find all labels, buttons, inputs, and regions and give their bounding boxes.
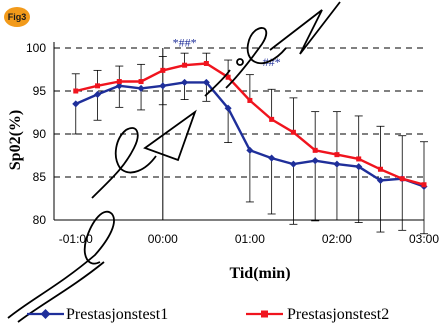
point-s1-9 bbox=[268, 154, 276, 162]
legend: Prestasjonstest1 Prestasjonstest2 bbox=[27, 306, 389, 323]
point-s2-0 bbox=[73, 88, 79, 94]
y-tick-label-85: 85 bbox=[33, 170, 47, 184]
point-s2-9 bbox=[269, 116, 275, 122]
point-s1-0 bbox=[72, 100, 80, 108]
axes bbox=[53, 42, 424, 221]
x-tick-label-03:00: 03:00 bbox=[409, 232, 439, 246]
legend-marker-series-2 bbox=[261, 310, 268, 318]
point-s1-14 bbox=[376, 176, 385, 184]
y-tick-label-90: 90 bbox=[33, 127, 47, 141]
x-tick-label--01:00: -01:00 bbox=[59, 232, 93, 246]
significance-annotation-1: *##* bbox=[173, 35, 197, 49]
point-s1-6 bbox=[202, 78, 210, 86]
point-s2-3 bbox=[138, 79, 144, 85]
legend-item-series-1: Prestasjonstest1 bbox=[27, 306, 168, 323]
point-s2-10 bbox=[290, 129, 296, 135]
error-bars bbox=[71, 52, 428, 235]
y-tick-label-80: 80 bbox=[33, 213, 47, 227]
y-tick-label-95: 95 bbox=[33, 84, 47, 98]
point-s2-16 bbox=[421, 182, 427, 188]
point-s2-5 bbox=[182, 62, 188, 68]
annotations: *##* ##* bbox=[173, 35, 281, 69]
point-s2-1 bbox=[95, 83, 101, 89]
grid-lines bbox=[54, 47, 424, 178]
point-s1-4 bbox=[159, 82, 167, 90]
point-s1-2 bbox=[115, 82, 123, 90]
point-s1-3 bbox=[137, 84, 145, 92]
point-s2-4 bbox=[160, 67, 166, 73]
figure-badge: Fig3 bbox=[4, 7, 30, 27]
point-s1-11 bbox=[311, 157, 319, 165]
point-s1-8 bbox=[246, 146, 254, 154]
point-s2-12 bbox=[334, 152, 340, 158]
y-tick-label-100: 100 bbox=[26, 41, 46, 55]
legend-marker-series-1 bbox=[40, 309, 51, 319]
point-s1-5 bbox=[181, 78, 189, 86]
point-s2-8 bbox=[247, 97, 253, 103]
point-s2-13 bbox=[356, 156, 362, 162]
legend-item-series-2: Prestasjonstest2 bbox=[246, 306, 389, 323]
point-s2-15 bbox=[399, 176, 405, 182]
review-watermark bbox=[7, 1, 341, 323]
x-tick-label-02:00: 02:00 bbox=[322, 232, 352, 246]
point-s1-1 bbox=[93, 90, 102, 98]
x-tick-label-01:00: 01:00 bbox=[235, 232, 265, 246]
x-tick-label-00:00: 00:00 bbox=[148, 232, 178, 246]
significance-annotation-2: ##* bbox=[263, 55, 281, 69]
x-axis-title: Tid(min) bbox=[229, 265, 290, 282]
point-s1-7 bbox=[224, 104, 232, 112]
point-s1-10 bbox=[289, 160, 297, 168]
point-s2-14 bbox=[377, 166, 383, 172]
point-s2-6 bbox=[203, 60, 209, 66]
point-s2-11 bbox=[312, 147, 318, 153]
point-s2-2 bbox=[116, 79, 122, 85]
series-lines bbox=[72, 60, 428, 190]
legend-label-series-1: Prestasjonstest1 bbox=[66, 306, 168, 323]
y-axis-title: Sp02(%) bbox=[7, 110, 24, 170]
legend-label-series-2: Prestasjonstest2 bbox=[287, 306, 389, 323]
point-s1-13 bbox=[355, 163, 363, 171]
point-s2-7 bbox=[225, 74, 231, 80]
point-s1-12 bbox=[333, 160, 341, 168]
tick-labels: 80 85 90 95 100 -01:00 00:00 01:00 02:00 03:00 bbox=[26, 41, 439, 246]
